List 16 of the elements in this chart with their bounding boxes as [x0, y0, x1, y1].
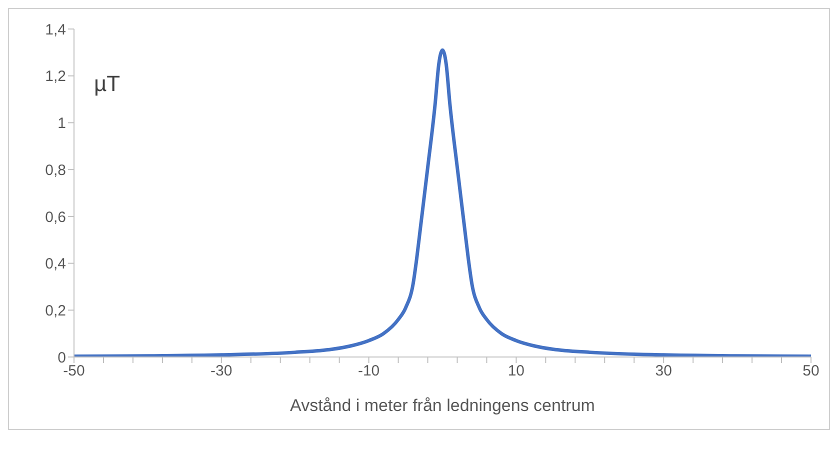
y-tick-label: 0,6 — [45, 208, 66, 226]
y-tick-label: 0,2 — [45, 302, 66, 320]
x-tick-label: -50 — [63, 362, 85, 380]
x-tick-label: 50 — [802, 362, 820, 380]
y-tick-label: 1,4 — [45, 21, 66, 38]
x-tick-label: -30 — [210, 362, 232, 380]
x-tick-label: 10 — [508, 362, 525, 380]
annotation: µT — [94, 71, 120, 97]
y-tick-label: 0,8 — [45, 162, 66, 179]
x-tick-label: -10 — [358, 362, 380, 380]
y-tick-label: 1 — [58, 115, 66, 132]
x-tick-label: 30 — [655, 362, 672, 380]
y-tick-label: 0 — [58, 349, 66, 366]
y-tick-label: 0,4 — [45, 256, 66, 273]
x-axis-title: Avstånd i meter från ledningens centrum — [290, 396, 595, 415]
y-tick-label: 1,2 — [45, 68, 66, 86]
